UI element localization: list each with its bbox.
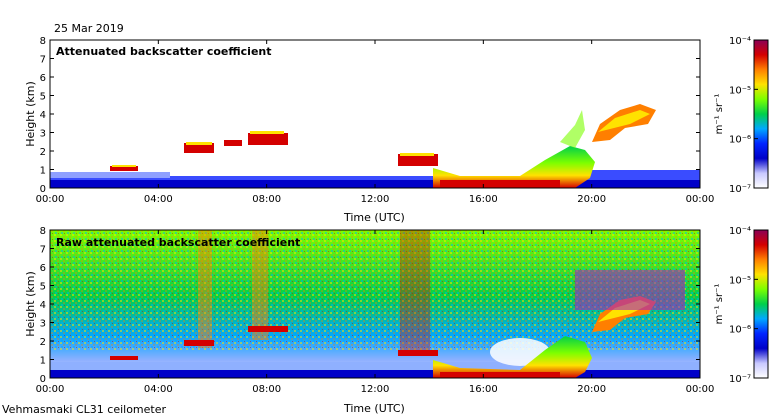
y-tick-label: 6 <box>40 263 46 274</box>
colorbar-bar <box>753 229 769 379</box>
colorbar-tick-label: 10⁻⁵ <box>729 85 751 96</box>
colorbar-top: 10⁻⁴ 10⁻⁵ 10⁻⁶ 10⁻⁷ m⁻¹ sr⁻¹ <box>714 36 769 195</box>
panel-raw-image <box>50 230 700 378</box>
panel-attenuated-image <box>50 104 700 188</box>
y-tick-label: 2 <box>40 337 46 348</box>
x-tick-label: 00:00 <box>36 384 65 395</box>
y-tick-label: 7 <box>40 55 46 66</box>
y-tick-label: 4 <box>40 110 46 121</box>
y-tick-label: 5 <box>40 282 46 293</box>
colorbar-bottom: 10⁻⁴ 10⁻⁵ 10⁻⁶ 10⁻⁷ m⁻¹ sr⁻¹ <box>714 226 769 385</box>
y-tick-label: 1 <box>40 166 46 177</box>
colorbar-tick-label: 10⁻⁴ <box>729 36 751 47</box>
y-tick-label: 2 <box>40 147 46 158</box>
x-tick-label: 20:00 <box>577 194 606 205</box>
site-label: Vehmasmaki CL31 ceilometer <box>2 403 167 416</box>
colorbar-tick-label: 10⁻⁶ <box>729 135 751 146</box>
panel-raw-ylabel: Height (km) <box>24 271 37 337</box>
colorbar-tick-label: 10⁻⁷ <box>729 184 751 195</box>
colorbar-tick-label: 10⁻⁶ <box>729 325 751 336</box>
date-label: 25 Mar 2019 <box>54 22 124 35</box>
cloud-patch <box>398 154 438 166</box>
x-tick-label: 00:00 <box>686 384 715 395</box>
panel-attenuated-xlabel: Time (UTC) <box>343 211 405 224</box>
y-tick-label: 3 <box>40 319 46 330</box>
precip-region <box>433 146 595 188</box>
panel-attenuated: Attenuated backscatter coefficient Time … <box>24 36 714 224</box>
y-tick-label: 0 <box>40 374 46 385</box>
x-tick-label: 08:00 <box>252 194 281 205</box>
y-tick-label: 8 <box>40 226 46 237</box>
panel-attenuated-frame <box>49 39 701 189</box>
cloud-patch <box>184 143 214 153</box>
y-tick-label: 5 <box>40 92 46 103</box>
colorbar-unit-label: m⁻¹ sr⁻¹ <box>714 284 725 325</box>
x-tick-label: 00:00 <box>36 194 65 205</box>
cloud-patch <box>248 133 288 145</box>
colorbar-tick-label: 10⁻⁷ <box>729 374 751 385</box>
panel-attenuated-ylabel: Height (km) <box>24 81 37 147</box>
colorbar-bar <box>753 39 769 189</box>
x-tick-label: 12:00 <box>361 194 390 205</box>
x-tick-label: 04:00 <box>144 384 173 395</box>
x-tick-label: 12:00 <box>361 384 390 395</box>
y-tick-label: 3 <box>40 129 46 140</box>
panel-raw-title: Raw attenuated backscatter coefficient <box>56 236 300 249</box>
x-tick-label: 00:00 <box>686 194 715 205</box>
panel-raw-axes: 00:00 04:00 08:00 12:00 16:00 20:00 00:0001234… <box>36 226 715 395</box>
y-tick-label: 0 <box>40 184 46 195</box>
raw-precip-region <box>433 336 592 378</box>
panel-raw-xlabel: Time (UTC) <box>343 402 405 415</box>
x-tick-label: 16:00 <box>469 194 498 205</box>
y-tick-label: 8 <box>40 36 46 47</box>
colorbar-tick-label: 10⁻⁵ <box>729 275 751 286</box>
colorbar-unit-label: m⁻¹ sr⁻¹ <box>714 94 725 135</box>
y-tick-label: 7 <box>40 245 46 256</box>
x-tick-label: 04:00 <box>144 194 173 205</box>
x-tick-label: 20:00 <box>577 384 606 395</box>
cloud-patch <box>110 166 138 171</box>
panel-raw: Raw attenuated backscatter coefficient T… <box>24 226 714 415</box>
y-tick-label: 4 <box>40 300 46 311</box>
colorbar-tick-label: 10⁻⁴ <box>729 226 751 237</box>
y-tick-label: 1 <box>40 356 46 367</box>
panel-attenuated-title: Attenuated backscatter coefficient <box>56 45 272 58</box>
y-tick-label: 6 <box>40 73 46 84</box>
panel-attenuated-axes: 00:00 04:00 08:00 12:00 16:00 20:00 00:0001234… <box>36 36 715 205</box>
cloud-patch <box>224 140 242 146</box>
x-tick-label: 16:00 <box>469 384 498 395</box>
x-tick-label: 08:00 <box>252 384 281 395</box>
